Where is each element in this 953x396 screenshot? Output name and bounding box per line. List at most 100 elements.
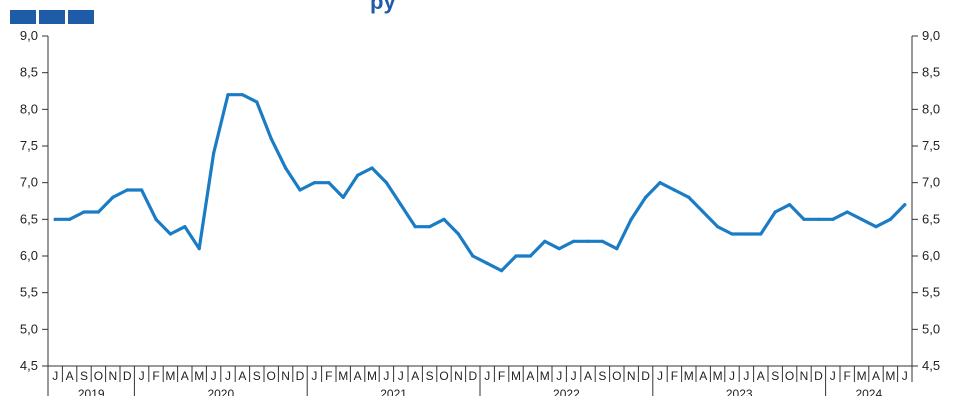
month-label: J (139, 369, 145, 383)
right-y-axis-ticks: 4,5 5,0 5,5 6,0 6,5 7,0 7,5 8,0 8,5 9,0 (912, 28, 940, 373)
month-label: A (699, 369, 707, 383)
right-y-tick-label: 7,5 (922, 138, 940, 153)
data-point (773, 210, 777, 214)
data-point (672, 188, 677, 192)
month-label: J (311, 369, 317, 383)
data-point (701, 210, 705, 214)
data-point (341, 195, 345, 199)
data-point (716, 225, 720, 229)
data-point (687, 195, 691, 199)
data-point (212, 151, 216, 155)
year-label: 2023 (726, 387, 753, 396)
logo-block-3 (68, 10, 94, 24)
chart-axes (47, 36, 913, 367)
data-point (543, 239, 547, 243)
month-label: M (885, 369, 895, 383)
left-y-tick-label: 7,0 (20, 175, 38, 190)
data-point (226, 93, 230, 97)
left-y-tick-label: 8,5 (20, 65, 38, 80)
data-point (413, 225, 417, 229)
data-point (471, 254, 475, 258)
data-point (557, 247, 561, 251)
right-y-tick-label: 4,5 (922, 358, 940, 373)
data-point (644, 195, 648, 199)
month-label: S (426, 369, 434, 383)
year-axis: 2019 2020 2021 2022 2023 2024 (47, 382, 882, 396)
data-point (456, 232, 460, 236)
month-label: A (354, 369, 362, 383)
month-label: M (684, 369, 694, 383)
month-label: J (556, 369, 562, 383)
left-y-tick-label: 8,0 (20, 101, 38, 116)
logo-block-1 (10, 10, 36, 24)
data-point (370, 166, 374, 170)
data-point (82, 210, 86, 214)
month-label: J (902, 369, 908, 383)
month-label: J (657, 369, 663, 383)
year-label: 2022 (553, 387, 580, 396)
data-point (816, 217, 821, 221)
month-label: M (194, 369, 204, 383)
month-label: M (713, 369, 723, 383)
month-label: M (857, 369, 867, 383)
data-point (53, 217, 57, 221)
month-label: D (641, 369, 650, 383)
month-label: S (771, 369, 779, 383)
month-label: J (383, 369, 389, 383)
right-y-tick-label: 7,0 (922, 175, 940, 190)
month-label: M (511, 369, 521, 383)
data-point (183, 225, 187, 229)
left-y-axis-ticks: 4,5 5,0 5,5 6,0 6,5 7,0 7,5 8,0 8,5 9,0 (20, 28, 48, 373)
data-point (168, 232, 172, 236)
month-label: M (338, 369, 348, 383)
month-label: A (757, 369, 765, 383)
month-label: A (66, 369, 74, 383)
month-label: F (844, 369, 851, 383)
data-point (500, 269, 504, 273)
month-label: D (468, 369, 477, 383)
data-point (197, 247, 201, 251)
month-label: A (872, 369, 880, 383)
year-label: 2019 (78, 387, 105, 396)
data-point (514, 254, 518, 258)
month-label: J (484, 369, 490, 383)
data-point (111, 195, 115, 199)
right-y-tick-label: 5,5 (922, 285, 940, 300)
data-point (874, 225, 878, 229)
data-point (140, 188, 144, 192)
data-point (629, 217, 633, 221)
data-point (831, 217, 835, 221)
month-label: F (152, 369, 159, 383)
right-y-tick-label: 6,5 (922, 211, 940, 226)
month-label: M (165, 369, 175, 383)
right-y-tick-label: 8,0 (922, 101, 940, 116)
right-y-tick-label: 6,0 (922, 248, 940, 263)
data-point (312, 181, 316, 185)
year-label: 2020 (207, 387, 234, 396)
data-point (730, 232, 734, 236)
data-point (744, 232, 749, 236)
left-y-tick-label: 9,0 (20, 28, 38, 43)
left-y-tick-label: 4,5 (20, 358, 38, 373)
month-label: S (253, 369, 261, 383)
data-point (759, 232, 763, 236)
data-point (860, 217, 864, 221)
left-y-tick-label: 6,0 (20, 248, 38, 263)
month-label: N (627, 369, 636, 383)
month-label: N (454, 369, 463, 383)
right-y-tick-label: 8,5 (922, 65, 940, 80)
month-label: O (612, 369, 621, 383)
data-point (600, 239, 605, 243)
month-label: O (94, 369, 103, 383)
data-point (615, 247, 619, 251)
data-point (788, 203, 792, 207)
data-point (154, 217, 158, 221)
right-y-tick-label: 5,0 (922, 321, 940, 336)
data-point (903, 203, 907, 207)
data-point (442, 217, 446, 221)
month-label: N (800, 369, 809, 383)
month-label: F (498, 369, 505, 383)
data-point (384, 181, 388, 185)
